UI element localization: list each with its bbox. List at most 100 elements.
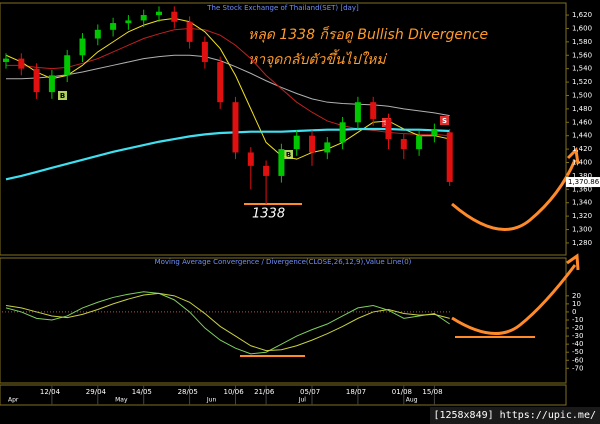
x-tick-label: 01/08 bbox=[392, 388, 412, 396]
candle-body bbox=[278, 149, 285, 176]
month-label: May bbox=[115, 397, 128, 404]
x-tick-label: 05/07 bbox=[300, 388, 320, 396]
candle-body bbox=[33, 68, 40, 93]
macd-panel bbox=[0, 257, 567, 384]
y-tick-label: 1,340 bbox=[572, 199, 592, 207]
y-tick-label: -50 bbox=[572, 348, 583, 356]
candle-body bbox=[217, 61, 224, 103]
y-tick-label: 1,500 bbox=[572, 91, 592, 99]
candle-body bbox=[339, 122, 346, 143]
y-tick-label: 1,580 bbox=[572, 38, 592, 46]
x-tick-label: 14/05 bbox=[132, 388, 152, 396]
arrow-head bbox=[566, 253, 580, 271]
price-panel bbox=[0, 2, 567, 256]
y-tick-label: 1,480 bbox=[572, 105, 592, 113]
x-tick-label: 12/04 bbox=[40, 388, 61, 396]
candle-body bbox=[293, 135, 300, 150]
month-label: Aug bbox=[406, 397, 418, 404]
candle-body bbox=[324, 142, 331, 153]
last-value-box bbox=[566, 177, 600, 188]
annotation: 1338 bbox=[252, 207, 285, 222]
sell-label: S bbox=[442, 117, 447, 125]
y-tick-label: -70 bbox=[572, 364, 583, 372]
candle-body bbox=[263, 165, 270, 176]
forecast-arrow bbox=[451, 264, 577, 335]
y-tick-label: 1,320 bbox=[572, 212, 592, 220]
x-tick-label: 29/04 bbox=[86, 388, 107, 396]
chart-title: The Stock Exchange of Thailand(SET) [day… bbox=[206, 4, 359, 12]
line-series bbox=[5, 291, 450, 355]
y-tick-label: -60 bbox=[572, 356, 583, 364]
candle-body bbox=[400, 139, 407, 150]
arrow-head bbox=[566, 146, 580, 165]
x-tick-label: 15/08 bbox=[422, 388, 442, 396]
y-tick-label: 1,280 bbox=[572, 239, 592, 247]
last-value-label: 1,370.86 bbox=[568, 178, 600, 186]
candle-body bbox=[247, 152, 254, 166]
candle-body bbox=[171, 11, 178, 22]
y-tick-label: 1,620 bbox=[572, 11, 592, 19]
candle-body bbox=[431, 128, 438, 136]
month-label: Jul bbox=[298, 397, 307, 404]
footer: [1258x849] https://upic.me/ bbox=[433, 410, 596, 421]
line-series bbox=[6, 27, 450, 137]
y-tick-label: -30 bbox=[572, 332, 583, 340]
candle-body bbox=[156, 11, 162, 16]
y-tick-label: -10 bbox=[572, 316, 583, 324]
candle-body bbox=[416, 135, 423, 150]
month-label: Jun bbox=[206, 397, 217, 404]
y-tick-label: 1,400 bbox=[572, 159, 592, 167]
line-series bbox=[5, 17, 450, 160]
forecast-arrow bbox=[451, 159, 577, 231]
candle-body bbox=[309, 135, 315, 153]
candle-body bbox=[125, 20, 132, 24]
y-tick-label: 1,440 bbox=[572, 132, 592, 140]
buy-label: B bbox=[60, 92, 65, 100]
candle-body bbox=[64, 55, 71, 76]
candle-body bbox=[232, 102, 239, 153]
x-tick-label: 10/06 bbox=[224, 388, 245, 396]
y-tick-label: 1,560 bbox=[572, 51, 592, 59]
candle-body bbox=[446, 132, 453, 182]
annotation: หาจุดกลับตัวขึ้นไปใหม่ bbox=[248, 49, 388, 68]
y-tick-label: 10 bbox=[572, 300, 581, 308]
panel-title: Moving Average Convergence / Divergence(… bbox=[155, 258, 412, 266]
y-tick-label: 1,540 bbox=[572, 65, 592, 73]
candle-body bbox=[385, 118, 392, 140]
y-tick-label: -40 bbox=[572, 340, 583, 348]
candle-body bbox=[354, 102, 361, 123]
x-tick-label: 21/06 bbox=[254, 388, 275, 396]
y-tick-label: -20 bbox=[572, 324, 583, 332]
footer-bg bbox=[430, 407, 600, 424]
candle-body bbox=[140, 15, 147, 21]
y-tick-label: 1,520 bbox=[572, 78, 592, 86]
candle-body bbox=[94, 29, 101, 39]
candle-body bbox=[110, 23, 117, 30]
y-tick-label: 1,300 bbox=[572, 226, 592, 234]
annotation: หลุด 1338 ก็รอดู Bullish Divergence bbox=[248, 26, 488, 43]
buy-label: B bbox=[286, 151, 291, 159]
candle-body bbox=[48, 75, 55, 93]
month-label: Apr bbox=[8, 397, 19, 404]
y-tick-label: 1,380 bbox=[572, 172, 592, 180]
candle-body bbox=[18, 58, 25, 69]
candle-body bbox=[79, 38, 86, 56]
candle-body bbox=[186, 21, 193, 42]
candle-body bbox=[201, 41, 208, 62]
y-tick-label: 1,600 bbox=[572, 24, 592, 32]
y-tick-label: 1,460 bbox=[572, 118, 592, 126]
y-tick-label: 0 bbox=[572, 308, 576, 316]
line-series bbox=[5, 292, 450, 352]
x-tick-label: 28/05 bbox=[178, 388, 198, 396]
buy-marker bbox=[284, 150, 293, 159]
y-tick-label: 1,360 bbox=[572, 185, 592, 193]
x-tick-label: 18/07 bbox=[346, 388, 366, 396]
sell-marker bbox=[440, 116, 449, 125]
y-tick-label: 20 bbox=[572, 292, 581, 300]
candle-body bbox=[370, 102, 377, 119]
line-series bbox=[5, 127, 450, 181]
date-axis bbox=[0, 384, 567, 406]
candle-body bbox=[3, 58, 9, 62]
buy-marker bbox=[58, 91, 67, 100]
